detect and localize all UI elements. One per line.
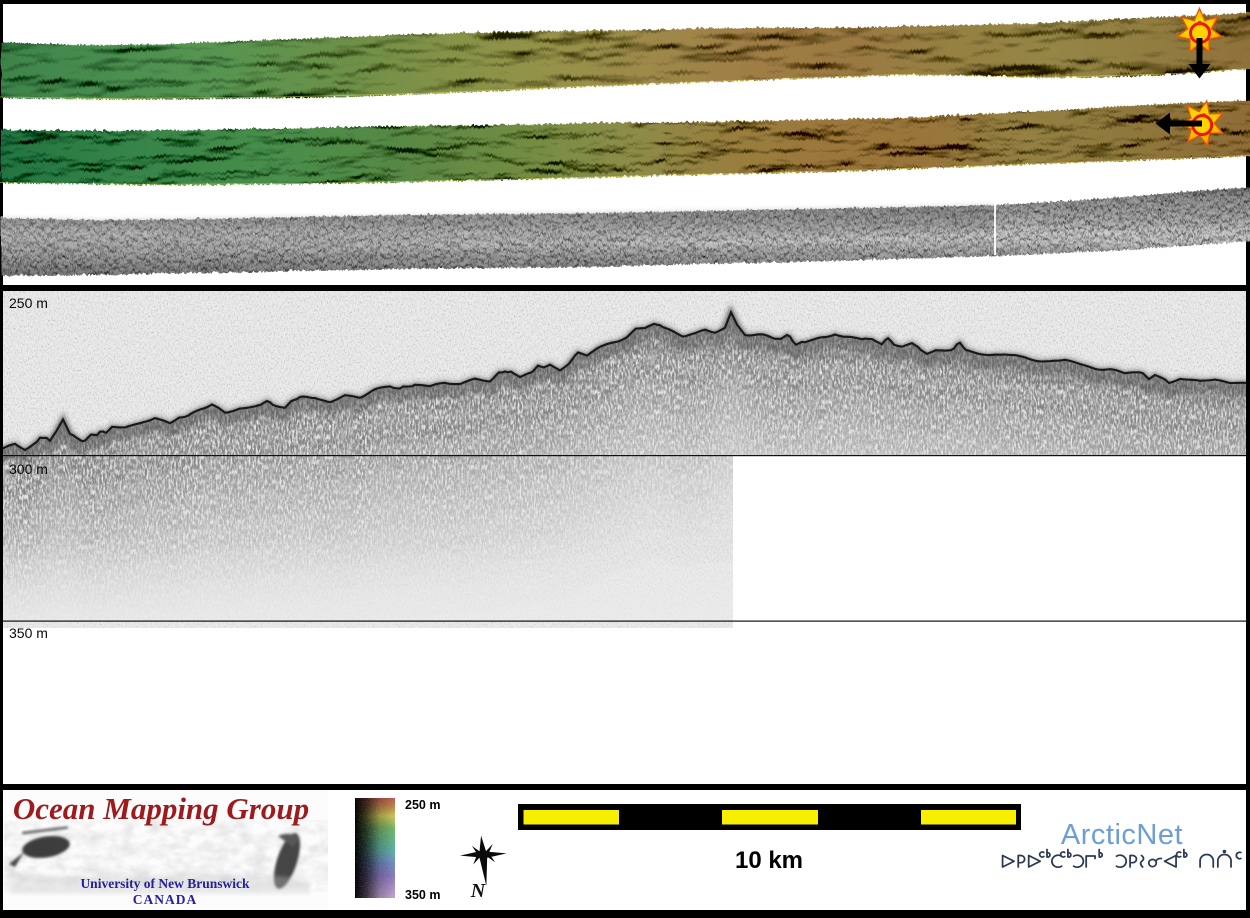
svg-text:N: N xyxy=(470,880,487,902)
svg-text:Ocean Mapping Group: Ocean Mapping Group xyxy=(13,791,309,826)
svg-text:CANADA: CANADA xyxy=(133,892,198,907)
svg-text:10 km: 10 km xyxy=(735,847,803,874)
svg-text:350 m: 350 m xyxy=(405,888,440,902)
svg-text:350 m: 350 m xyxy=(9,625,48,641)
svg-text:250 m: 250 m xyxy=(405,798,440,812)
svg-text:University of New Brunswick: University of New Brunswick xyxy=(80,876,250,891)
svg-text:250 m: 250 m xyxy=(9,295,48,311)
svg-text:ArcticNet: ArcticNet xyxy=(1061,819,1183,851)
svg-text:300 m: 300 m xyxy=(9,461,48,477)
